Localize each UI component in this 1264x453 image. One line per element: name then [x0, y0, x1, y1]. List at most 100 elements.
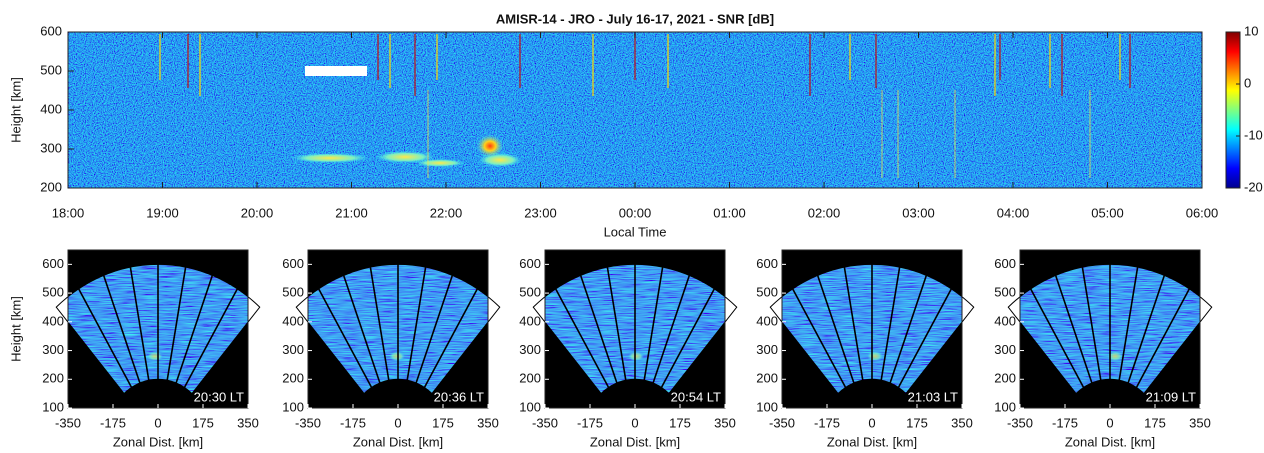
x-tick-label: -175	[577, 415, 603, 430]
echo-feature	[1107, 351, 1124, 362]
beam-edge	[880, 267, 901, 381]
echo-feature	[146, 351, 163, 362]
x-tick-label: -350	[1007, 415, 1033, 430]
x-axis-label: Zonal Dist. [km]	[590, 434, 680, 449]
beam-edge	[889, 275, 928, 384]
y-tick-label: 200	[282, 371, 304, 386]
beam-edge	[369, 267, 390, 381]
panel-label: 20:36 LT	[434, 389, 484, 404]
y-tick-label: 600	[282, 256, 304, 271]
y-tick-label: 300	[994, 342, 1016, 357]
y-tick-label: 100	[756, 399, 778, 414]
beam-edge	[606, 267, 627, 381]
colorbar	[1225, 31, 1241, 189]
y-tick-label: 200	[40, 179, 62, 194]
x-tick-label: -175	[340, 415, 366, 430]
panel-label: 21:09 LT	[1146, 389, 1196, 404]
y-axis-label: Height [km]	[8, 296, 23, 362]
x-tick-label: 05:00	[1091, 205, 1124, 220]
x-tick-label: 0	[154, 415, 161, 430]
y-tick-label: 300	[282, 342, 304, 357]
x-tick-label: 21:00	[335, 205, 368, 220]
x-tick-label: 175	[192, 415, 214, 430]
beam-edge	[579, 275, 618, 384]
echo-feature	[415, 159, 465, 167]
x-tick-label: 00:00	[619, 205, 652, 220]
x-tick-label: -350	[532, 415, 558, 430]
beam-edge	[843, 267, 864, 381]
beam-edge	[1029, 288, 1085, 388]
beam-edge	[1054, 275, 1093, 384]
echo-feature	[628, 351, 645, 362]
x-tick-label: 04:00	[997, 205, 1030, 220]
panel-label: 21:03 LT	[908, 389, 958, 404]
panel-label: 20:54 LT	[671, 389, 721, 404]
y-tick-label: 500	[519, 285, 541, 300]
x-tick-label: 0	[1106, 415, 1113, 430]
fan-outline	[769, 263, 975, 395]
beam-edge	[652, 275, 691, 384]
y-tick-label: 600	[756, 256, 778, 271]
x-tick-label: 18:00	[52, 205, 85, 220]
echo-feature	[375, 151, 435, 163]
beam-edge	[102, 275, 141, 384]
y-tick-label: 600	[42, 256, 64, 271]
echo-feature	[867, 351, 884, 362]
colorbar-tick-label: 10	[1244, 23, 1258, 38]
x-tick-label: 350	[237, 415, 259, 430]
x-tick-label: -350	[55, 415, 81, 430]
marker-bar	[305, 66, 367, 76]
beam-edge	[166, 267, 187, 381]
y-tick-label: 100	[42, 399, 64, 414]
y-tick-label: 600	[994, 256, 1016, 271]
x-tick-label: 175	[906, 415, 928, 430]
x-tick-label: -350	[295, 415, 321, 430]
x-tick-label: 350	[477, 415, 499, 430]
colorbar-tick-label: 0	[1244, 75, 1251, 90]
y-tick-label: 400	[282, 313, 304, 328]
beam-edge	[791, 288, 847, 388]
y-tick-label: 400	[519, 313, 541, 328]
beam-edge	[554, 288, 610, 388]
beam-edge	[660, 288, 716, 388]
y-tick-label: 300	[40, 140, 62, 155]
x-tick-label: 0	[631, 415, 638, 430]
panel-label: 20:30 LT	[194, 389, 244, 404]
x-tick-label: -350	[769, 415, 795, 430]
y-tick-label: 500	[282, 285, 304, 300]
fan-outline	[532, 263, 738, 395]
x-tick-label: 0	[394, 415, 401, 430]
beam-edge	[423, 288, 479, 388]
colorbar-tick-label: -10	[1244, 127, 1263, 142]
heatmap-features	[159, 34, 1131, 178]
x-tick-label: 01:00	[713, 205, 746, 220]
x-axis-label: Zonal Dist. [km]	[353, 434, 443, 449]
echo-feature	[388, 351, 405, 362]
y-tick-label: 300	[519, 342, 541, 357]
x-tick-label: 0	[868, 415, 875, 430]
beam-edge	[897, 288, 953, 388]
y-tick-label: 400	[994, 313, 1016, 328]
beam-edge	[1118, 267, 1139, 381]
x-axis-label: Zonal Dist. [km]	[827, 434, 917, 449]
y-tick-label: 100	[994, 399, 1016, 414]
beam-edge	[406, 267, 427, 381]
y-tick-label: 200	[42, 371, 64, 386]
beam-edge	[1135, 288, 1191, 388]
x-tick-label: 03:00	[902, 205, 935, 220]
beam-edge	[183, 288, 239, 388]
y-tick-label: 500	[756, 285, 778, 300]
y-tick-label: 200	[994, 371, 1016, 386]
beam-edge	[317, 288, 373, 388]
fan-outline	[1007, 263, 1213, 395]
x-tick-label: 02:00	[808, 205, 841, 220]
fan-outline	[295, 263, 501, 395]
beam-edge	[175, 275, 214, 384]
y-tick-label: 300	[42, 342, 64, 357]
beam-edge	[129, 267, 150, 381]
chart-title: AMISR-14 - JRO - July 16-17, 2021 - SNR …	[496, 11, 774, 26]
y-tick-label: 100	[282, 399, 304, 414]
x-axis-label: Local Time	[604, 224, 667, 239]
x-tick-label: 350	[1189, 415, 1211, 430]
